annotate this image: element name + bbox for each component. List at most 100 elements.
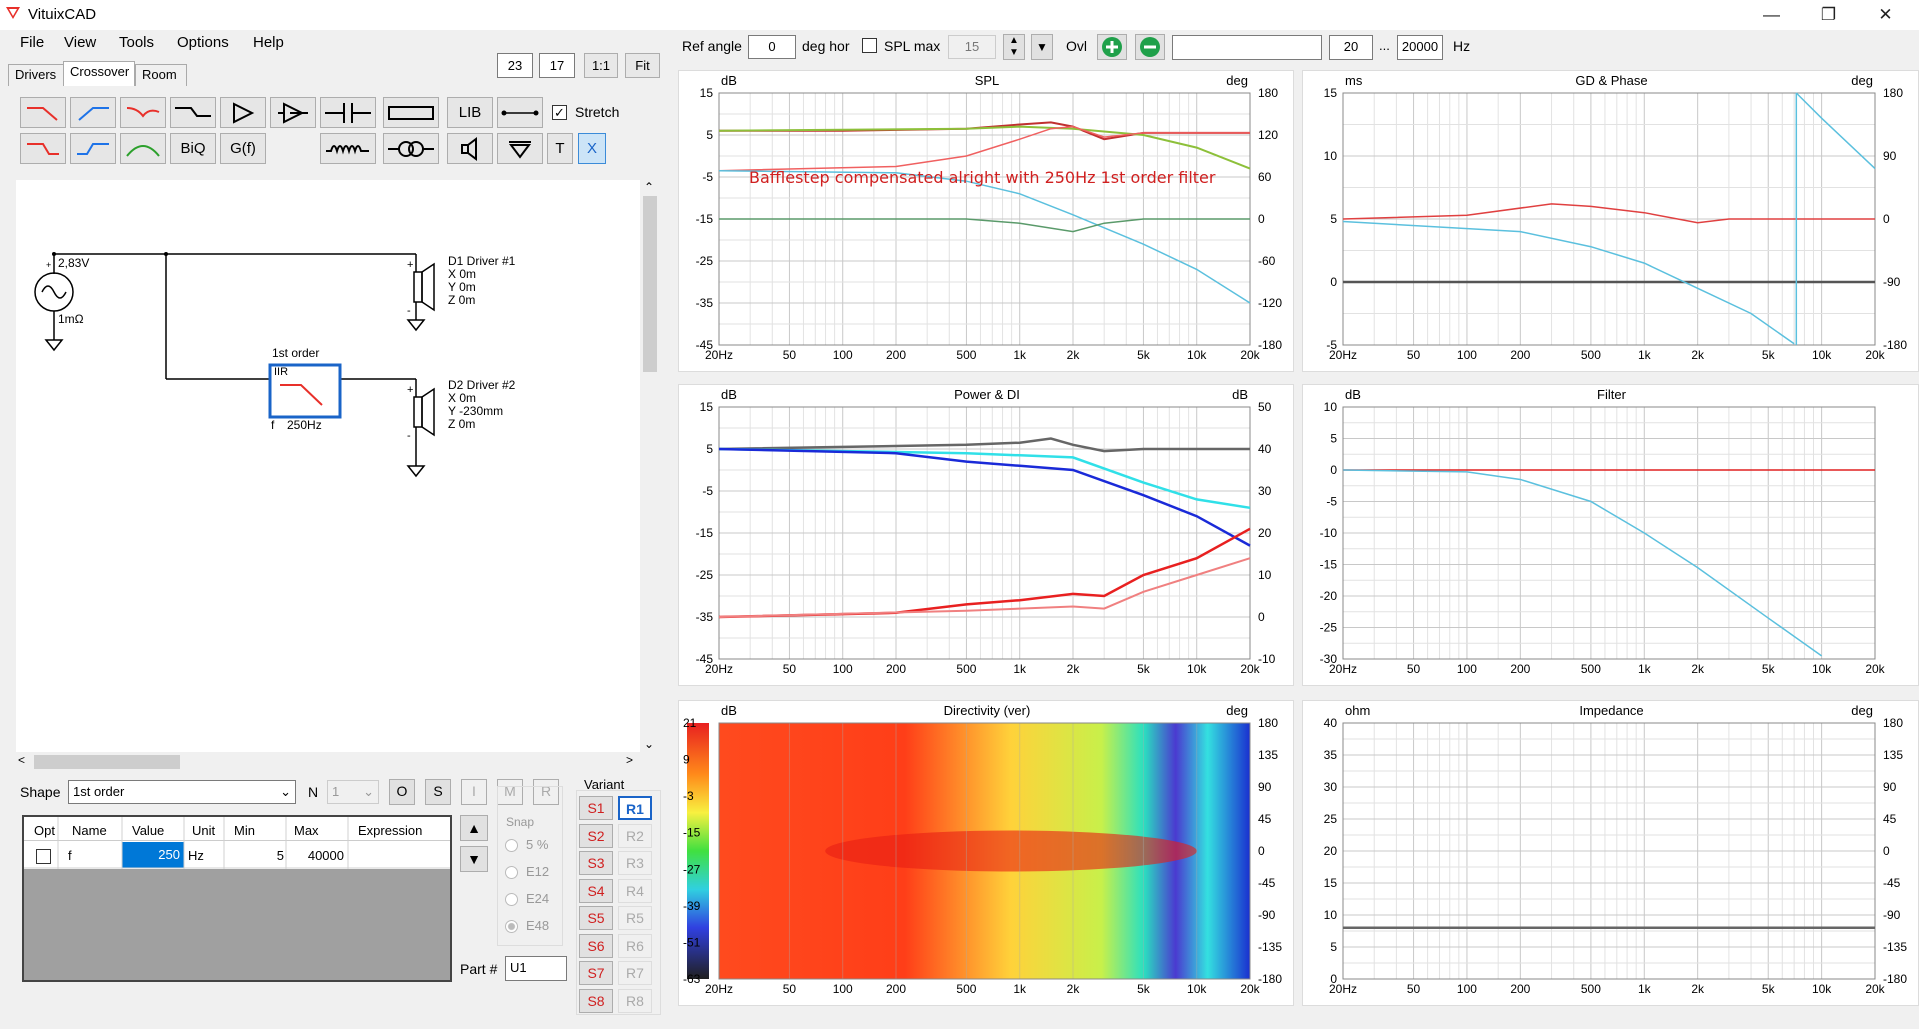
menu-options[interactable]: Options — [177, 34, 229, 51]
shape-i-button[interactable]: I — [461, 779, 487, 805]
n-select[interactable]: 1 ⌄ — [327, 780, 379, 804]
spl-chart[interactable]: SPL dB deg 15 5 -5 -15 -25 -35 -45 180 120 60 0 -60 -12… — [678, 70, 1294, 372]
tab-room[interactable]: Room — [135, 64, 187, 86]
snap-e48-radio[interactable] — [505, 920, 518, 933]
variant-s4-button[interactable]: S4 — [579, 878, 613, 903]
variant-r4-button[interactable]: R4 — [618, 878, 652, 903]
variant-r3-button[interactable]: R3 — [618, 851, 652, 875]
variant-r7-button[interactable]: R7 — [618, 961, 652, 985]
table-row[interactable] — [24, 841, 450, 869]
zoom-y-field[interactable]: 17 — [539, 53, 575, 78]
variant-r2-button[interactable]: R2 — [618, 823, 652, 848]
spl-spin-button[interactable]: ▲ ▼ — [1003, 34, 1025, 60]
schematic-vscroll-thumb[interactable] — [643, 196, 657, 372]
resistor-button[interactable] — [383, 97, 439, 128]
gd-phase-chart[interactable]: GD & Phase ms deg 15 10 5 0 -5 180 90 0 -90 -180 20Hz… — [1302, 70, 1919, 372]
params-table[interactable]: Opt Name Value Unit Min Max Expression f… — [22, 815, 452, 982]
tab-drivers[interactable]: Drivers — [8, 64, 64, 86]
buffer-button[interactable] — [270, 97, 316, 128]
stretch-checkbox[interactable]: ✓ — [552, 105, 567, 120]
variant-s1-button[interactable]: S1 — [579, 796, 613, 820]
bandpass-green-button[interactable] — [120, 133, 166, 164]
biq-button[interactable]: BiQ — [170, 133, 216, 164]
minimize-button[interactable]: — — [1763, 5, 1780, 24]
highpass2-blue-button[interactable] — [70, 133, 116, 164]
variant-s6-button[interactable]: S6 — [579, 933, 613, 958]
inductor-button[interactable] — [320, 133, 376, 164]
param-value-cell[interactable]: 250 — [122, 842, 184, 868]
lib-button[interactable]: LIB — [447, 97, 493, 128]
zoom-fit-button[interactable]: Fit — [625, 53, 660, 78]
menu-file[interactable]: File — [20, 34, 45, 51]
transformer-button[interactable] — [383, 133, 439, 164]
ref-angle-input[interactable]: 0 — [748, 35, 796, 59]
variant-s8-button[interactable]: S8 — [579, 988, 613, 1013]
param-max[interactable]: 40000 — [307, 848, 344, 863]
overlay-input[interactable] — [1172, 35, 1322, 60]
move-up-button[interactable]: ▲ — [460, 815, 488, 841]
driver2-label[interactable]: D2 Driver #2 X 0m Y -230mm Z 0m — [448, 378, 516, 431]
spl-fit-button[interactable]: ▼ — [1031, 34, 1053, 60]
variant-r5-button[interactable]: R5 — [618, 906, 652, 930]
power-di-chart[interactable]: Power & DI dB dB 15 5 -5 -15 -25 -35 -45 50 40 30 20 1… — [678, 384, 1294, 686]
part-input[interactable]: U1 — [505, 956, 567, 981]
stretch-label: Stretch — [575, 104, 620, 120]
snap-5-radio[interactable] — [505, 839, 518, 852]
overlay-remove-button[interactable] — [1135, 34, 1165, 60]
impedance-chart[interactable]: Impedance ohm deg 40 35 30 25 20 15 10 5 0 180 135 90 4… — [1302, 700, 1919, 1006]
restore-button[interactable]: ❐ — [1820, 5, 1837, 24]
tab-crossover[interactable]: Crossover — [63, 61, 135, 86]
variant-r1-button[interactable]: R1 — [618, 796, 652, 820]
text-button[interactable]: T — [547, 133, 573, 164]
zoom-x-field[interactable]: 23 — [497, 53, 533, 78]
schematic-canvas[interactable]: + + - + - 2,83V 1mΩ D1 Driver #1 X 0m Y … — [16, 180, 646, 754]
filter-chart[interactable]: Filter dB 10 5 0 -5 -10 -15 -20 -25 -30 20Hz 50 100 20… — [1302, 384, 1919, 686]
shape-o-button[interactable]: O — [389, 779, 415, 805]
directivity-chart[interactable]: Directivity (ver) dB deg 21 9 -3 -15 -27 -39 -51 -… — [678, 700, 1294, 1006]
wire-button[interactable] — [497, 97, 543, 128]
variant-s5-button[interactable]: S5 — [579, 906, 613, 930]
variant-s2-button[interactable]: S2 — [579, 823, 613, 848]
spl-max-input[interactable]: 15 — [948, 35, 996, 59]
spl-max-checkbox[interactable] — [862, 38, 877, 53]
amp-button[interactable] — [220, 97, 266, 128]
shape-select[interactable]: 1st order ⌄ — [68, 780, 296, 804]
schematic-hscroll-thumb[interactable] — [34, 755, 180, 769]
shape-s-button[interactable]: S — [425, 779, 451, 805]
lowpass2-red-button[interactable] — [20, 133, 66, 164]
freq-to-input[interactable]: 20000 — [1397, 35, 1443, 60]
capacitor-button[interactable] — [320, 97, 376, 128]
iir-filter-block[interactable] — [268, 363, 342, 419]
shape-r-button[interactable]: R — [533, 779, 559, 805]
move-down-button[interactable]: ▼ — [460, 846, 488, 872]
menu-tools[interactable]: Tools — [119, 34, 155, 51]
zoom-1to1-button[interactable]: 1:1 — [584, 53, 618, 78]
driver-button[interactable] — [447, 133, 493, 164]
delete-button[interactable]: X — [578, 133, 606, 164]
menu-view[interactable]: View — [64, 34, 97, 51]
scroll-left-icon[interactable]: < — [18, 753, 26, 767]
overlay-add-button[interactable] — [1097, 34, 1127, 60]
variant-r6-button[interactable]: R6 — [618, 933, 652, 958]
scroll-down-icon[interactable]: ⌄ — [644, 737, 655, 751]
scroll-up-icon[interactable]: ⌃ — [644, 180, 655, 194]
gf-button[interactable]: G(f) — [220, 133, 266, 164]
opt-checkbox[interactable] — [36, 849, 51, 864]
snap-e12-radio[interactable] — [505, 866, 518, 879]
snap-e24-radio[interactable] — [505, 893, 518, 906]
ground-button[interactable] — [497, 133, 543, 164]
variant-s3-button[interactable]: S3 — [579, 851, 613, 875]
menu-help[interactable]: Help — [253, 34, 284, 51]
lowpass-red-button[interactable] — [20, 97, 66, 128]
variant-s7-button[interactable]: S7 — [579, 961, 613, 985]
notch-red-button[interactable] — [120, 97, 166, 128]
close-button[interactable]: ✕ — [1878, 5, 1893, 24]
driver1-label[interactable]: D1 Driver #1 X 0m Y 0m Z 0m — [448, 254, 516, 307]
scroll-right-icon[interactable]: > — [626, 753, 634, 767]
param-min[interactable]: 5 — [276, 848, 284, 863]
variant-r8-button[interactable]: R8 — [618, 988, 652, 1013]
freq-from-input[interactable]: 20 — [1329, 35, 1373, 60]
shelf-button[interactable] — [170, 97, 216, 128]
highpass-blue-button[interactable] — [70, 97, 116, 128]
spl-d2-curve — [718, 125, 1250, 172]
